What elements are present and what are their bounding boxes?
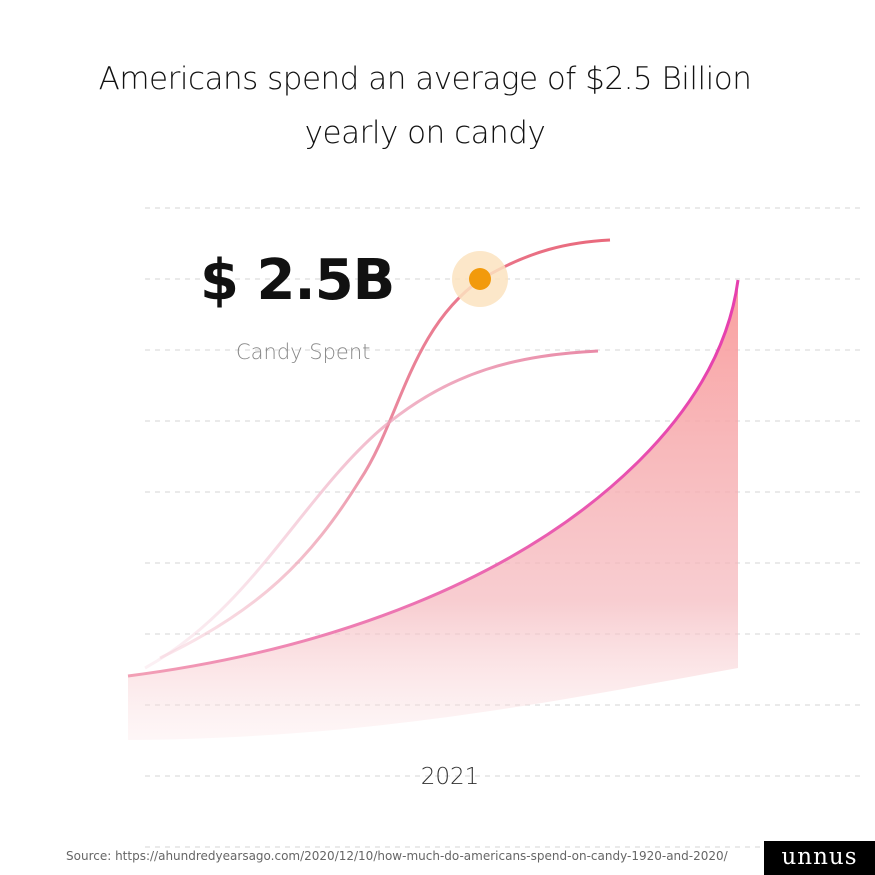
title-line-1: Americans spend an average of $2.5 Billi… <box>98 61 752 97</box>
data-marker[interactable] <box>469 268 491 290</box>
brand-logo: unnus <box>764 841 875 875</box>
highlight-label: Candy Spent <box>236 340 371 364</box>
curve-1 <box>159 238 611 660</box>
source-text: Source: https://ahundredyearsago.com/202… <box>66 849 728 863</box>
area-fill <box>128 280 738 740</box>
x-tick-label: 2021 <box>420 764 480 790</box>
chart-title: Americans spend an average of $2.5 Billi… <box>0 52 850 160</box>
title-line-2: yearly on candy <box>304 115 546 151</box>
highlight-value: $ 2.5B <box>200 248 395 313</box>
area-line <box>127 279 740 678</box>
curve-2 <box>144 349 599 670</box>
